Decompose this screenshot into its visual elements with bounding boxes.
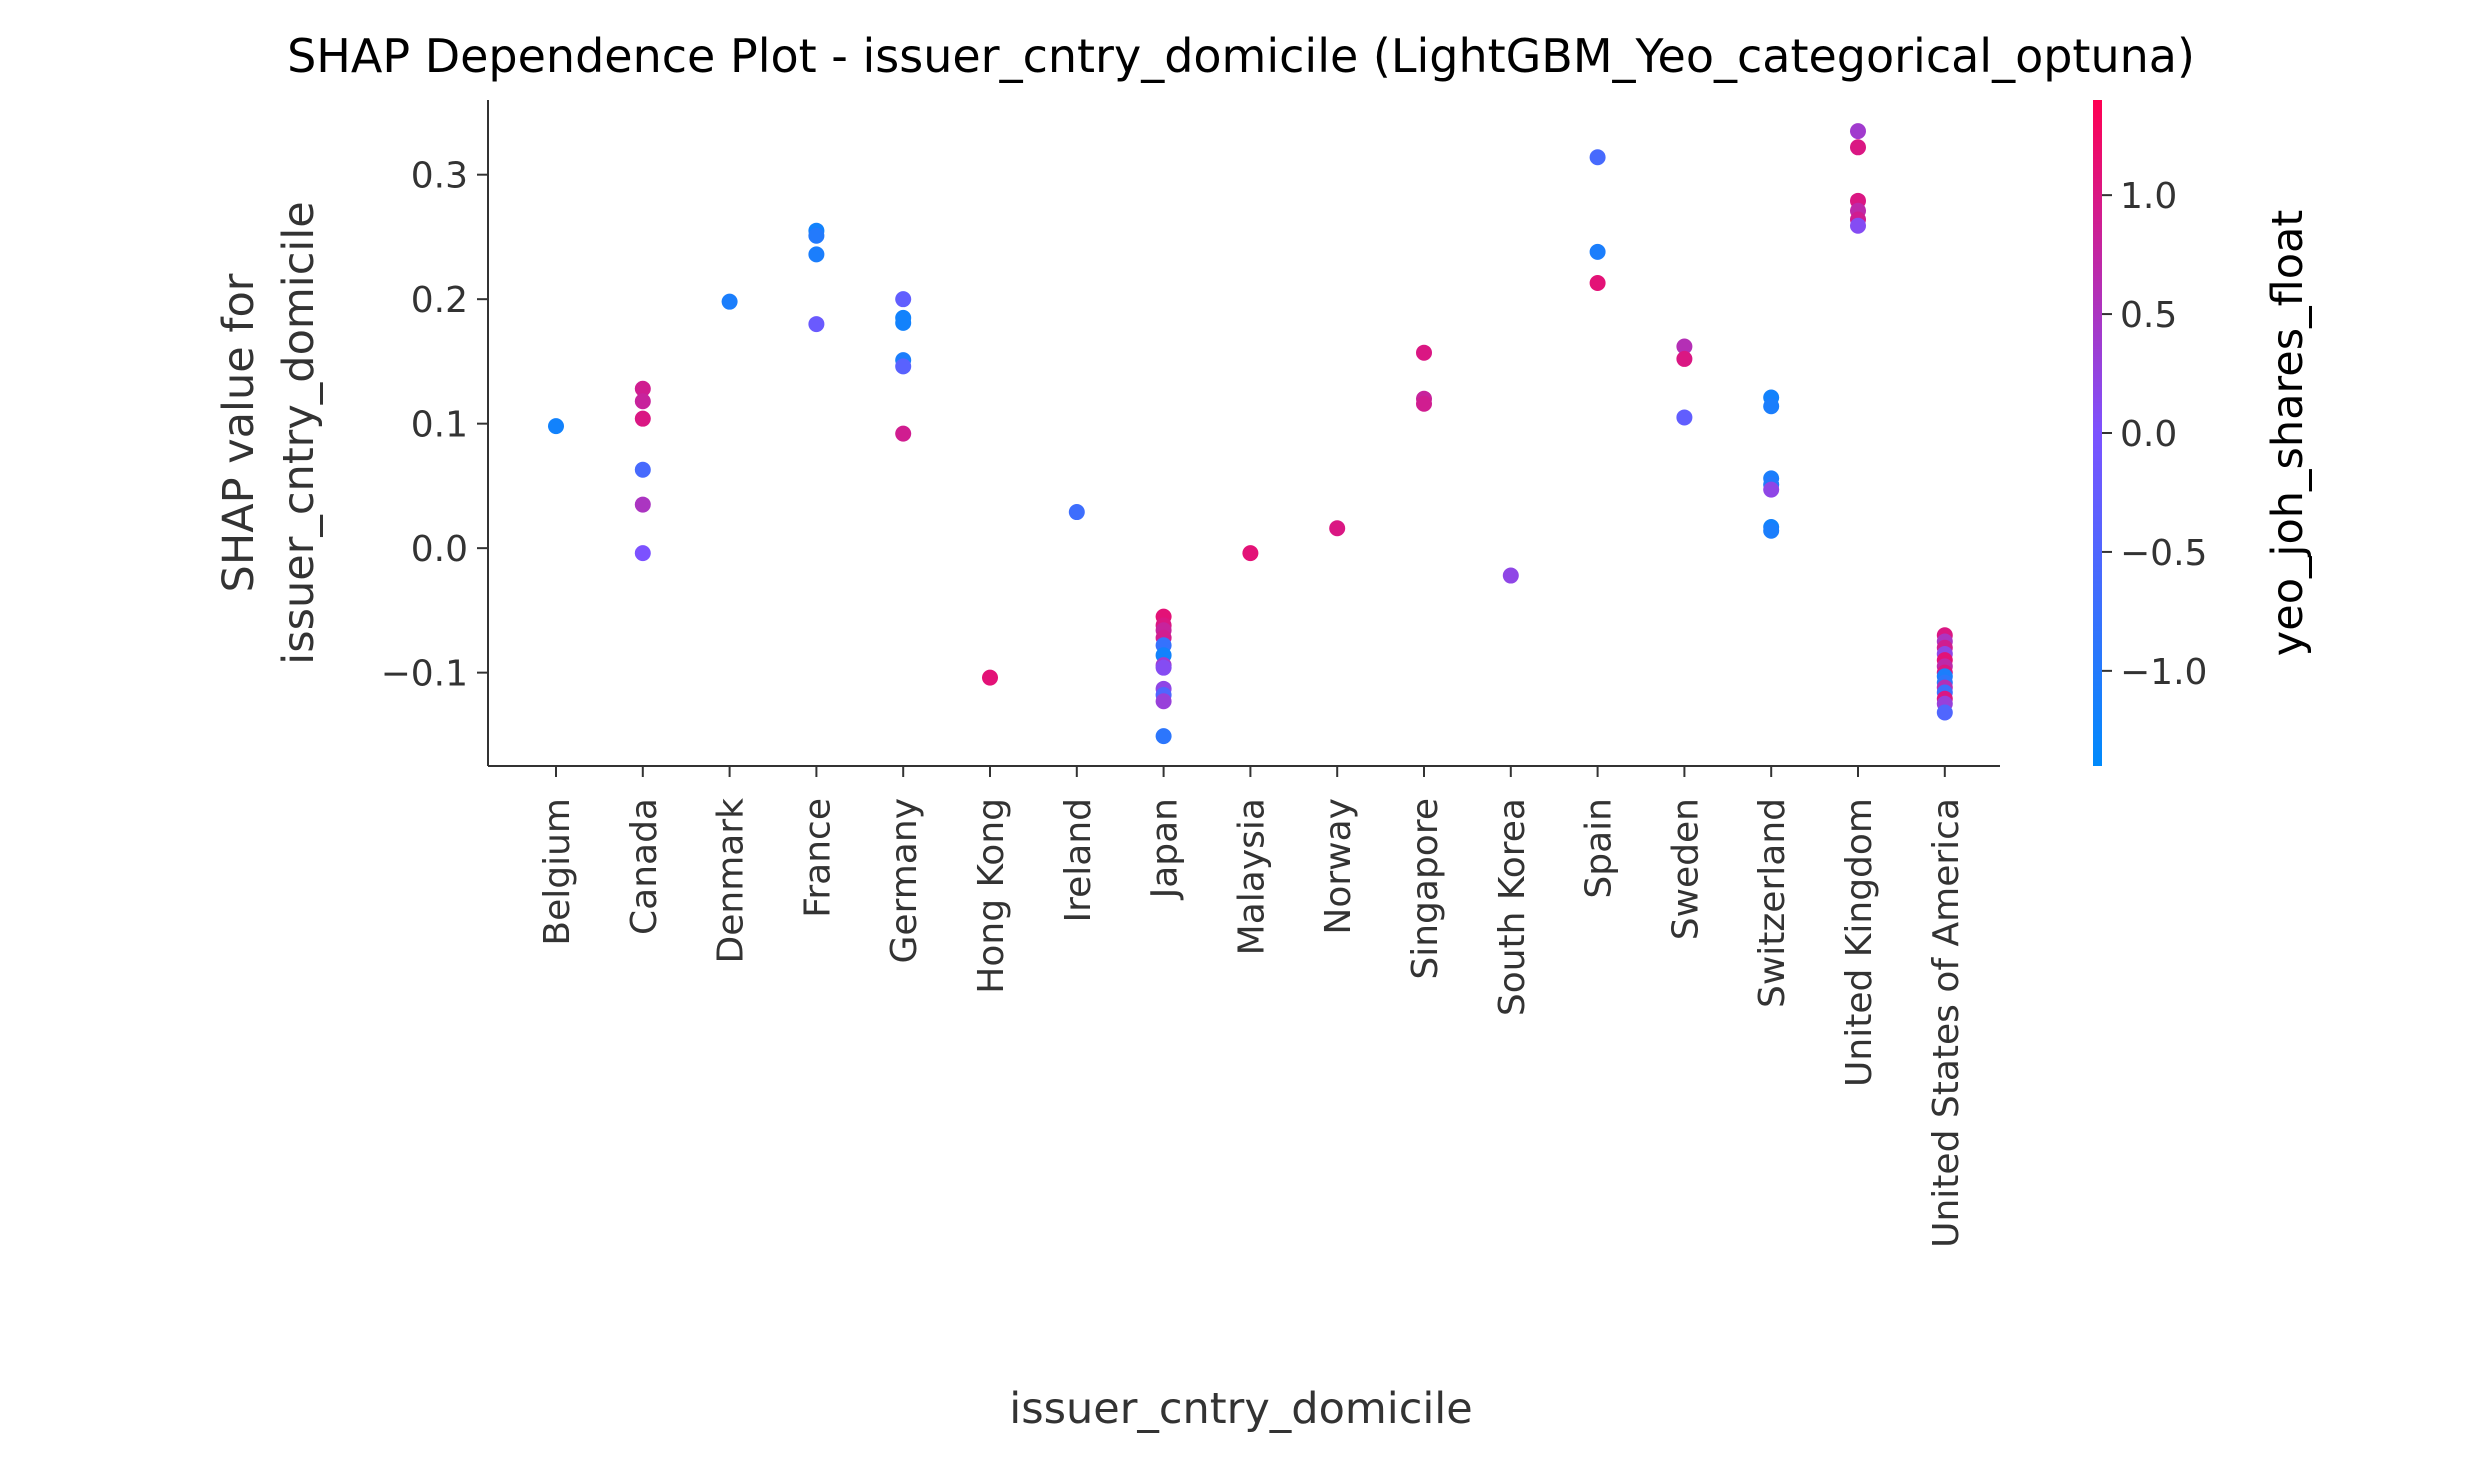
point-germany	[895, 314, 912, 331]
point-singapore	[1416, 344, 1432, 361]
point-united-kingdom	[1850, 217, 1866, 234]
point-germany	[895, 291, 912, 308]
x-tick-label-singapore: Singapore	[1405, 798, 1446, 980]
point-norway	[1329, 520, 1346, 537]
x-tick-label-sweden: Sweden	[1665, 798, 1706, 940]
point-sweden	[1676, 409, 1693, 426]
point-germany	[895, 425, 912, 442]
point-switzerland	[1763, 398, 1780, 415]
x-ticks: Belgium Canada Denmark France Germany Hong Ko…	[537, 766, 1967, 1248]
x-tick-label-united-kingdom: United Kingdom	[1839, 798, 1880, 1087]
y-axis-label: SHAP value for issuer_cntry_domicile	[214, 201, 324, 664]
point-germany	[895, 358, 912, 375]
x-tick-label-united-states-of-america: United States of America	[1926, 798, 1967, 1248]
colorbar-tick-label: 0.0	[2120, 414, 2177, 455]
x-tick-label-denmark: Denmark	[711, 798, 752, 964]
x-tick-label-norway: Norway	[1318, 798, 1359, 935]
y-tick-label: 0.3	[411, 156, 468, 197]
colorbar-tick-label: 1.0	[2120, 176, 2177, 217]
point-spain	[1589, 149, 1606, 166]
point-switzerland	[1763, 481, 1780, 498]
point-belgium	[548, 418, 564, 435]
point-canada	[634, 545, 651, 562]
x-axis-label: issuer_cntry_domicile	[1009, 1384, 1472, 1434]
point-canada	[634, 380, 651, 397]
point-france	[808, 316, 825, 333]
point-malaysia	[1242, 545, 1259, 562]
point-canada	[634, 461, 651, 478]
x-tick-label-germany: Germany	[884, 798, 925, 963]
point-sweden	[1676, 338, 1693, 355]
data-points	[548, 123, 1953, 745]
colorbar-tick-label: 0.5	[2120, 295, 2177, 336]
colorbar-ticks: −1.0 −0.5 0.0 0.5 1.0	[2102, 176, 2207, 693]
x-tick-label-france: France	[797, 798, 838, 918]
point-switzerland	[1763, 522, 1780, 539]
colorbar-tick-label: −1.0	[2120, 652, 2207, 693]
colorbar-tick-label: −0.5	[2120, 533, 2207, 574]
point-ireland	[1068, 504, 1085, 521]
colorbar: −1.0 −0.5 0.0 0.5 1.0 yeo_joh_shares_float	[2093, 100, 2313, 766]
x-tick-label-belgium: Belgium	[537, 798, 578, 946]
point-united-kingdom	[1850, 123, 1866, 140]
y-tick-label: 0.1	[411, 405, 468, 446]
point-canada	[634, 496, 651, 513]
y-tick-label: 0.2	[411, 280, 468, 321]
x-tick-label-malaysia: Malaysia	[1231, 798, 1272, 955]
point-united-kingdom	[1850, 139, 1866, 156]
plot-area: −0.1 0.0 0.1 0.2 0.3 Belgium Canada Denmark Fra…	[381, 100, 2000, 1248]
chart-title: SHAP Dependence Plot - issuer_cntry_domi…	[287, 29, 2195, 83]
point-united-states-of-america	[1936, 704, 1953, 721]
point-france	[808, 246, 825, 263]
x-tick-label-hong-kong: Hong Kong	[971, 798, 1012, 994]
colorbar-label: yeo_joh_shares_float	[2263, 210, 2313, 656]
point-spain	[1589, 274, 1606, 291]
y-tick-label: −0.1	[381, 654, 468, 695]
point-denmark	[721, 293, 738, 310]
x-tick-label-spain: Spain	[1579, 798, 1620, 899]
point-france	[808, 227, 825, 244]
y-ticks: −0.1 0.0 0.1 0.2 0.3	[381, 156, 488, 695]
y-axis-label-line-1: SHAP value for	[214, 273, 264, 592]
point-sweden	[1676, 350, 1693, 367]
point-singapore	[1416, 395, 1432, 412]
y-axis-label-line-2: issuer_cntry_domicile	[274, 201, 324, 664]
x-tick-label-switzerland: Switzerland	[1752, 798, 1793, 1008]
x-tick-label-ireland: Ireland	[1058, 798, 1099, 923]
point-spain	[1589, 243, 1606, 260]
point-japan	[1155, 659, 1172, 676]
point-canada	[634, 393, 651, 410]
x-tick-label-japan: Japan	[1145, 798, 1186, 900]
point-japan	[1155, 728, 1172, 745]
y-tick-label: 0.0	[411, 529, 468, 570]
point-hong-kong	[982, 669, 998, 686]
x-tick-label-canada: Canada	[624, 798, 665, 935]
point-japan	[1155, 693, 1172, 710]
x-tick-label-south-korea: South Korea	[1492, 798, 1533, 1016]
colorbar-gradient	[2093, 100, 2102, 766]
point-south-korea	[1502, 567, 1519, 584]
point-canada	[634, 410, 651, 427]
